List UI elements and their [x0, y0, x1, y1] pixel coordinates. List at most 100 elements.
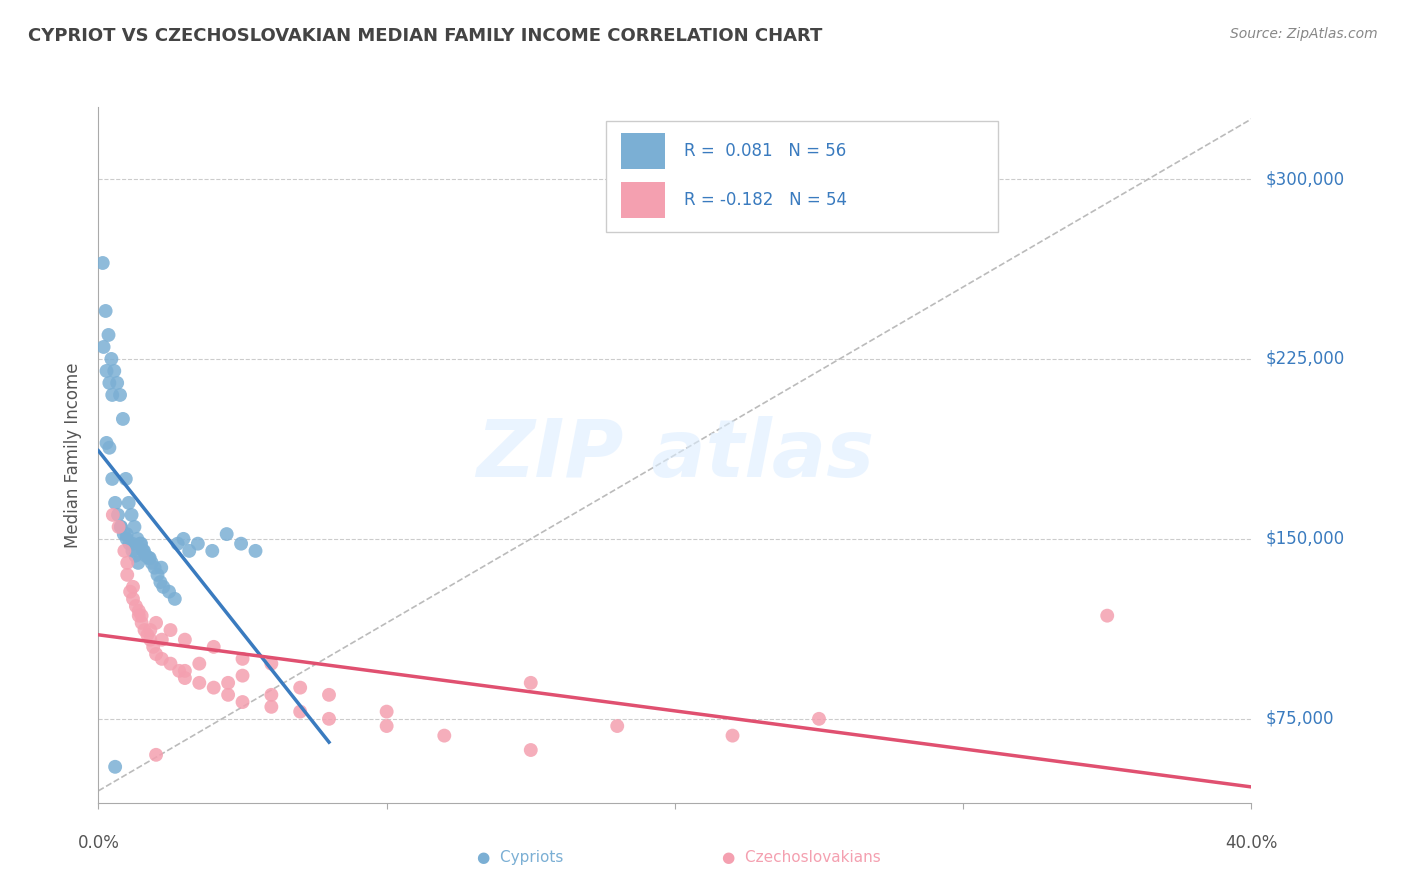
Text: ZIP atlas: ZIP atlas: [475, 416, 875, 494]
Point: [97, 328, 120, 343]
Point: [141, 556, 163, 570]
Point: [128, 608, 150, 623]
Point: [131, 608, 153, 623]
Point: [100, 351, 122, 366]
Point: [94, 304, 117, 318]
Point: [145, 647, 167, 661]
Point: [114, 472, 136, 486]
Point: [149, 575, 172, 590]
Point: [202, 681, 225, 695]
Point: [375, 705, 398, 719]
Point: [107, 520, 129, 534]
Point: [96, 436, 118, 450]
Point: [1097, 608, 1119, 623]
Point: [132, 544, 155, 558]
Text: $150,000: $150,000: [1265, 530, 1344, 548]
Point: [150, 560, 173, 574]
Point: [96, 364, 118, 378]
Point: [98, 376, 121, 390]
Point: [129, 537, 152, 551]
Point: [136, 628, 159, 642]
Point: [188, 676, 211, 690]
Point: [375, 719, 398, 733]
Point: [101, 472, 124, 486]
Point: [159, 657, 181, 671]
Point: [134, 623, 156, 637]
Text: 0.0%: 0.0%: [77, 834, 120, 852]
Point: [174, 664, 197, 678]
Point: [139, 623, 162, 637]
Point: [260, 699, 283, 714]
Point: [98, 441, 121, 455]
Point: [101, 508, 124, 522]
Point: [118, 496, 141, 510]
Text: CYPRIOT VS CZECHOSLOVAKIAN MEDIAN FAMILY INCOME CORRELATION CHART: CYPRIOT VS CZECHOSLOVAKIAN MEDIAN FAMILY…: [28, 27, 823, 45]
Point: [202, 640, 225, 654]
Point: [127, 556, 149, 570]
Point: [121, 544, 143, 558]
Point: [179, 544, 201, 558]
Point: [143, 560, 166, 574]
Point: [245, 544, 267, 558]
Point: [121, 537, 143, 551]
Point: [157, 584, 180, 599]
Point: [290, 705, 312, 719]
Point: [172, 532, 194, 546]
Point: [150, 632, 173, 647]
Point: [110, 520, 132, 534]
Text: 40.0%: 40.0%: [1225, 834, 1278, 852]
Point: [217, 688, 239, 702]
Point: [118, 537, 141, 551]
Point: [101, 388, 124, 402]
Point: [433, 729, 456, 743]
Point: [150, 652, 173, 666]
Point: [142, 640, 165, 654]
Point: [112, 527, 135, 541]
Point: [107, 508, 129, 522]
Point: [138, 551, 160, 566]
Point: [721, 729, 744, 743]
Point: [108, 388, 131, 402]
Point: [128, 604, 150, 618]
Point: [231, 668, 254, 682]
Point: [125, 599, 148, 613]
Point: [132, 544, 155, 558]
Point: [188, 657, 211, 671]
Point: [120, 584, 142, 599]
Point: [174, 671, 197, 685]
Point: [260, 688, 283, 702]
Point: [115, 532, 138, 546]
Point: [117, 567, 138, 582]
Point: [167, 664, 190, 678]
Point: [807, 712, 830, 726]
Point: [260, 657, 283, 671]
Point: [91, 256, 114, 270]
Point: [127, 532, 149, 546]
Point: [121, 508, 143, 522]
Point: [146, 567, 169, 582]
Point: [145, 615, 167, 630]
Text: $300,000: $300,000: [1265, 170, 1344, 188]
Point: [122, 580, 145, 594]
Point: [112, 544, 135, 558]
Point: [122, 591, 145, 606]
Point: [145, 747, 167, 762]
Point: [131, 615, 153, 630]
Point: [201, 544, 224, 558]
Point: [187, 537, 209, 551]
Point: [215, 527, 238, 541]
Point: [217, 676, 239, 690]
Text: ●  Cypriots: ● Cypriots: [477, 850, 564, 865]
Point: [93, 340, 115, 354]
Text: Source: ZipAtlas.com: Source: ZipAtlas.com: [1230, 27, 1378, 41]
Point: [104, 496, 127, 510]
Point: [124, 549, 146, 563]
Text: $225,000: $225,000: [1265, 350, 1344, 368]
Text: ●  Czechoslovakians: ● Czechoslovakians: [723, 850, 880, 865]
Point: [163, 591, 186, 606]
Point: [115, 527, 138, 541]
Point: [159, 623, 181, 637]
Point: [104, 760, 127, 774]
Point: [129, 537, 152, 551]
Point: [103, 364, 125, 378]
